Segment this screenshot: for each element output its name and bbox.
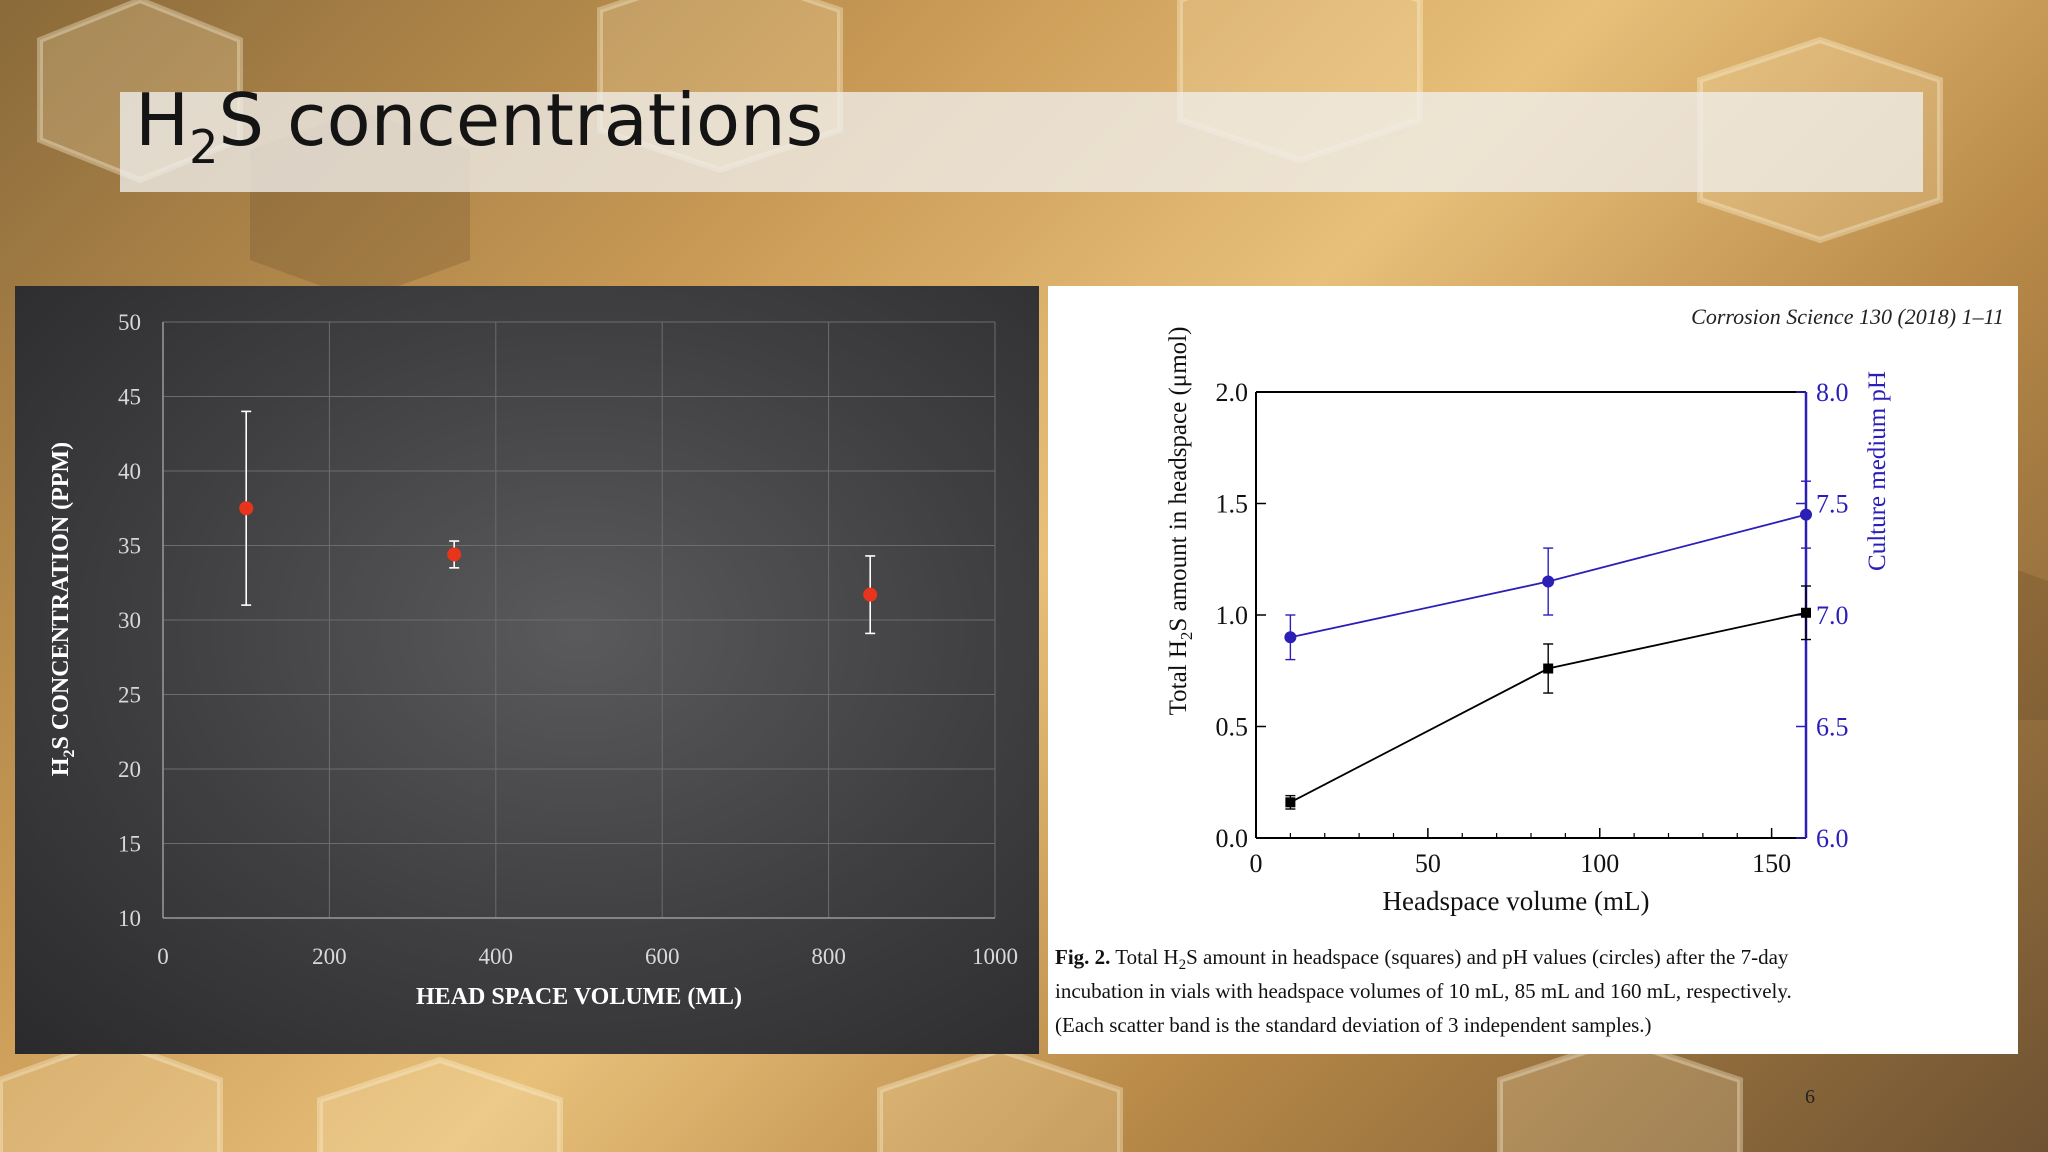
journal-figure-panel: Corrosion Science 130 (2018) 1–11 0 50 100… bbox=[1048, 286, 2018, 1054]
right-y-tick-label: 6.5 bbox=[1816, 713, 1849, 742]
y-tick-label: 50 bbox=[118, 310, 141, 335]
right-y-axis-label: Culture medium pH bbox=[1864, 371, 1891, 571]
left-y-tick-label: 1.0 bbox=[1216, 601, 1249, 630]
x-tick-label: 0 bbox=[1250, 849, 1263, 878]
y-tick-label: 25 bbox=[118, 683, 141, 708]
y-tick-label: 20 bbox=[118, 757, 141, 782]
y-axis-label: H2S CONCENTRATION (PPM) bbox=[48, 442, 78, 776]
data-point bbox=[447, 547, 462, 562]
left-y-axis-label: Total H2S amount in headspace (μmol) bbox=[1165, 327, 1196, 716]
slide-number: 6 bbox=[1805, 1086, 1815, 1108]
y-tick-label: 30 bbox=[118, 608, 141, 633]
ph-point bbox=[1284, 631, 1297, 644]
h2s-amount-point bbox=[1285, 797, 1296, 808]
h2s-amount-line bbox=[1289, 611, 1807, 804]
figure-caption-line-1: Fig. 2. Total H2S amount in headspace (s… bbox=[1055, 945, 1789, 973]
h2s-amount-point bbox=[1801, 607, 1811, 618]
x-tick-label: 200 bbox=[312, 944, 347, 969]
slide-title: H2S concentrations bbox=[135, 78, 824, 174]
left-y-tick-label: 0.0 bbox=[1216, 824, 1249, 853]
ph-point bbox=[1542, 575, 1555, 588]
left-y-tick-label: 2.0 bbox=[1216, 378, 1249, 407]
data-point bbox=[239, 501, 254, 516]
h2s-concentration-chart-panel: 10 15 20 25 30 35 40 45 50 0 200 400 600 800 1000 HEAD… bbox=[15, 286, 1039, 1054]
y-tick-label: 45 bbox=[118, 385, 141, 410]
right-y-tick-label: 8.0 bbox=[1816, 378, 1849, 407]
left-y-tick-label: 0.5 bbox=[1216, 713, 1249, 742]
journal-figure-chart: Corrosion Science 130 (2018) 1–11 0 50 100… bbox=[1055, 304, 2004, 1037]
h2s-amount-point bbox=[1543, 663, 1554, 674]
y-tick-label: 40 bbox=[118, 459, 141, 484]
data-point bbox=[863, 587, 878, 602]
x-tick-label: 800 bbox=[811, 944, 846, 969]
y-tick-label: 15 bbox=[118, 832, 141, 857]
x-tick-label: 400 bbox=[479, 944, 514, 969]
x-tick-label: 150 bbox=[1752, 849, 1791, 878]
x-axis-label: HEAD SPACE VOLUME (ML) bbox=[416, 984, 742, 1010]
right-y-tick-label: 6.0 bbox=[1816, 824, 1849, 853]
y-tick-label: 35 bbox=[118, 534, 141, 559]
x-tick-label: 50 bbox=[1415, 849, 1441, 878]
y-tick-label: 10 bbox=[118, 906, 141, 931]
citation: Corrosion Science 130 (2018) 1–11 bbox=[1691, 304, 2004, 329]
ph-point bbox=[1800, 508, 1812, 521]
right-y-tick-label: 7.0 bbox=[1816, 601, 1849, 630]
x-tick-label: 1000 bbox=[972, 944, 1018, 969]
right-y-tick-label: 7.5 bbox=[1816, 490, 1849, 519]
x-tick-label: 600 bbox=[645, 944, 680, 969]
title-band bbox=[120, 92, 1923, 192]
x-axis-label: Headspace volume (mL) bbox=[1383, 886, 1650, 916]
figure-caption-line-2: incubation in vials with headspace volum… bbox=[1055, 979, 1792, 1003]
figure-caption-line-3: (Each scatter band is the standard devia… bbox=[1055, 1013, 1652, 1037]
x-tick-label: 0 bbox=[157, 944, 169, 969]
h2s-concentration-chart: 10 15 20 25 30 35 40 45 50 0 200 400 600 800 1000 HEAD… bbox=[48, 310, 1018, 1010]
left-y-tick-label: 1.5 bbox=[1216, 490, 1249, 519]
x-tick-label: 100 bbox=[1580, 849, 1619, 878]
